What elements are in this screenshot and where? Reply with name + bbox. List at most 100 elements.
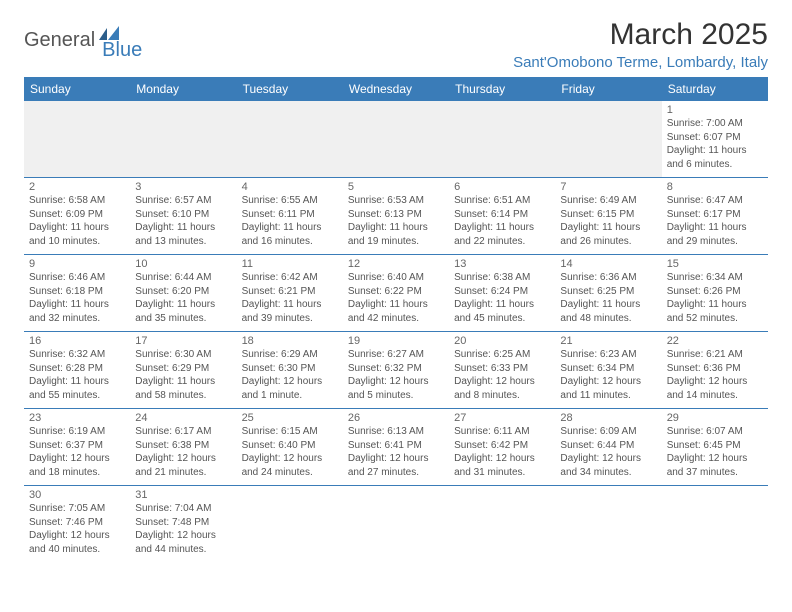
day-number: 18 bbox=[242, 335, 338, 347]
calendar-cell: 25Sunrise: 6:15 AMSunset: 6:40 PMDayligh… bbox=[237, 409, 343, 486]
day-header: Sunday bbox=[24, 77, 130, 101]
day-number: 4 bbox=[242, 181, 338, 193]
day-number: 23 bbox=[29, 412, 125, 424]
calendar-cell: 15Sunrise: 6:34 AMSunset: 6:26 PMDayligh… bbox=[662, 255, 768, 332]
day-info: Sunrise: 7:00 AMSunset: 6:07 PMDaylight:… bbox=[667, 117, 763, 171]
calendar-cell: 2Sunrise: 6:58 AMSunset: 6:09 PMDaylight… bbox=[24, 178, 130, 255]
day-number: 10 bbox=[135, 258, 231, 270]
day-number: 20 bbox=[454, 335, 550, 347]
calendar-week: 1Sunrise: 7:00 AMSunset: 6:07 PMDaylight… bbox=[24, 101, 768, 178]
day-info: Sunrise: 6:53 AMSunset: 6:13 PMDaylight:… bbox=[348, 194, 444, 248]
day-info: Sunrise: 6:11 AMSunset: 6:42 PMDaylight:… bbox=[454, 425, 550, 479]
logo-text-main: General bbox=[24, 29, 95, 52]
day-info: Sunrise: 6:29 AMSunset: 6:30 PMDaylight:… bbox=[242, 348, 338, 402]
calendar-cell bbox=[449, 486, 555, 563]
header: General Blue March 2025 Sant'Omobono Ter… bbox=[24, 18, 768, 71]
calendar-cell: 3Sunrise: 6:57 AMSunset: 6:10 PMDaylight… bbox=[130, 178, 236, 255]
calendar-cell bbox=[237, 101, 343, 178]
day-info: Sunrise: 6:15 AMSunset: 6:40 PMDaylight:… bbox=[242, 425, 338, 479]
calendar-week: 16Sunrise: 6:32 AMSunset: 6:28 PMDayligh… bbox=[24, 332, 768, 409]
day-number: 27 bbox=[454, 412, 550, 424]
day-number: 30 bbox=[29, 489, 125, 501]
calendar-cell bbox=[237, 486, 343, 563]
header-right: March 2025 Sant'Omobono Terme, Lombardy,… bbox=[513, 18, 768, 71]
day-info: Sunrise: 6:23 AMSunset: 6:34 PMDaylight:… bbox=[560, 348, 656, 402]
day-info: Sunrise: 6:19 AMSunset: 6:37 PMDaylight:… bbox=[29, 425, 125, 479]
calendar-cell bbox=[662, 486, 768, 563]
day-number: 19 bbox=[348, 335, 444, 347]
day-number: 14 bbox=[560, 258, 656, 270]
day-number: 12 bbox=[348, 258, 444, 270]
calendar-cell bbox=[555, 486, 661, 563]
calendar-cell: 28Sunrise: 6:09 AMSunset: 6:44 PMDayligh… bbox=[555, 409, 661, 486]
calendar-cell: 22Sunrise: 6:21 AMSunset: 6:36 PMDayligh… bbox=[662, 332, 768, 409]
day-info: Sunrise: 6:07 AMSunset: 6:45 PMDaylight:… bbox=[667, 425, 763, 479]
calendar-cell: 6Sunrise: 6:51 AMSunset: 6:14 PMDaylight… bbox=[449, 178, 555, 255]
day-info: Sunrise: 7:04 AMSunset: 7:48 PMDaylight:… bbox=[135, 502, 231, 556]
day-number: 6 bbox=[454, 181, 550, 193]
day-info: Sunrise: 6:09 AMSunset: 6:44 PMDaylight:… bbox=[560, 425, 656, 479]
day-number: 3 bbox=[135, 181, 231, 193]
day-number: 16 bbox=[29, 335, 125, 347]
calendar-cell bbox=[449, 101, 555, 178]
calendar-cell: 12Sunrise: 6:40 AMSunset: 6:22 PMDayligh… bbox=[343, 255, 449, 332]
day-info: Sunrise: 6:34 AMSunset: 6:26 PMDaylight:… bbox=[667, 271, 763, 325]
calendar-cell: 7Sunrise: 6:49 AMSunset: 6:15 PMDaylight… bbox=[555, 178, 661, 255]
calendar-week: 2Sunrise: 6:58 AMSunset: 6:09 PMDaylight… bbox=[24, 178, 768, 255]
day-number: 22 bbox=[667, 335, 763, 347]
calendar-cell: 20Sunrise: 6:25 AMSunset: 6:33 PMDayligh… bbox=[449, 332, 555, 409]
calendar-cell bbox=[24, 101, 130, 178]
calendar-cell: 31Sunrise: 7:04 AMSunset: 7:48 PMDayligh… bbox=[130, 486, 236, 563]
calendar-cell: 26Sunrise: 6:13 AMSunset: 6:41 PMDayligh… bbox=[343, 409, 449, 486]
calendar-cell: 23Sunrise: 6:19 AMSunset: 6:37 PMDayligh… bbox=[24, 409, 130, 486]
calendar-cell bbox=[555, 101, 661, 178]
day-header-row: SundayMondayTuesdayWednesdayThursdayFrid… bbox=[24, 77, 768, 101]
day-header: Saturday bbox=[662, 77, 768, 101]
calendar-cell bbox=[130, 101, 236, 178]
day-number: 21 bbox=[560, 335, 656, 347]
calendar-cell: 24Sunrise: 6:17 AMSunset: 6:38 PMDayligh… bbox=[130, 409, 236, 486]
day-number: 1 bbox=[667, 104, 763, 116]
calendar-week: 30Sunrise: 7:05 AMSunset: 7:46 PMDayligh… bbox=[24, 486, 768, 563]
calendar-cell: 10Sunrise: 6:44 AMSunset: 6:20 PMDayligh… bbox=[130, 255, 236, 332]
calendar-cell: 8Sunrise: 6:47 AMSunset: 6:17 PMDaylight… bbox=[662, 178, 768, 255]
day-number: 29 bbox=[667, 412, 763, 424]
day-info: Sunrise: 6:25 AMSunset: 6:33 PMDaylight:… bbox=[454, 348, 550, 402]
day-info: Sunrise: 6:55 AMSunset: 6:11 PMDaylight:… bbox=[242, 194, 338, 248]
day-info: Sunrise: 6:13 AMSunset: 6:41 PMDaylight:… bbox=[348, 425, 444, 479]
day-number: 15 bbox=[667, 258, 763, 270]
calendar-cell bbox=[343, 101, 449, 178]
day-info: Sunrise: 6:30 AMSunset: 6:29 PMDaylight:… bbox=[135, 348, 231, 402]
page-title: March 2025 bbox=[513, 18, 768, 52]
day-info: Sunrise: 6:57 AMSunset: 6:10 PMDaylight:… bbox=[135, 194, 231, 248]
logo-text-sub: Blue bbox=[102, 39, 142, 62]
calendar-cell: 16Sunrise: 6:32 AMSunset: 6:28 PMDayligh… bbox=[24, 332, 130, 409]
day-info: Sunrise: 7:05 AMSunset: 7:46 PMDaylight:… bbox=[29, 502, 125, 556]
calendar-cell: 13Sunrise: 6:38 AMSunset: 6:24 PMDayligh… bbox=[449, 255, 555, 332]
calendar-cell bbox=[343, 486, 449, 563]
day-info: Sunrise: 6:42 AMSunset: 6:21 PMDaylight:… bbox=[242, 271, 338, 325]
day-number: 11 bbox=[242, 258, 338, 270]
calendar-cell: 19Sunrise: 6:27 AMSunset: 6:32 PMDayligh… bbox=[343, 332, 449, 409]
day-number: 2 bbox=[29, 181, 125, 193]
day-number: 25 bbox=[242, 412, 338, 424]
day-info: Sunrise: 6:21 AMSunset: 6:36 PMDaylight:… bbox=[667, 348, 763, 402]
day-header: Wednesday bbox=[343, 77, 449, 101]
calendar-body: 1Sunrise: 7:00 AMSunset: 6:07 PMDaylight… bbox=[24, 101, 768, 562]
day-info: Sunrise: 6:47 AMSunset: 6:17 PMDaylight:… bbox=[667, 194, 763, 248]
day-info: Sunrise: 6:46 AMSunset: 6:18 PMDaylight:… bbox=[29, 271, 125, 325]
calendar-week: 9Sunrise: 6:46 AMSunset: 6:18 PMDaylight… bbox=[24, 255, 768, 332]
day-header: Thursday bbox=[449, 77, 555, 101]
day-number: 24 bbox=[135, 412, 231, 424]
day-info: Sunrise: 6:51 AMSunset: 6:14 PMDaylight:… bbox=[454, 194, 550, 248]
day-number: 7 bbox=[560, 181, 656, 193]
location: Sant'Omobono Terme, Lombardy, Italy bbox=[513, 54, 768, 71]
day-info: Sunrise: 6:38 AMSunset: 6:24 PMDaylight:… bbox=[454, 271, 550, 325]
day-header: Monday bbox=[130, 77, 236, 101]
day-info: Sunrise: 6:36 AMSunset: 6:25 PMDaylight:… bbox=[560, 271, 656, 325]
day-number: 26 bbox=[348, 412, 444, 424]
day-number: 8 bbox=[667, 181, 763, 193]
day-number: 13 bbox=[454, 258, 550, 270]
calendar-cell: 27Sunrise: 6:11 AMSunset: 6:42 PMDayligh… bbox=[449, 409, 555, 486]
day-info: Sunrise: 6:49 AMSunset: 6:15 PMDaylight:… bbox=[560, 194, 656, 248]
